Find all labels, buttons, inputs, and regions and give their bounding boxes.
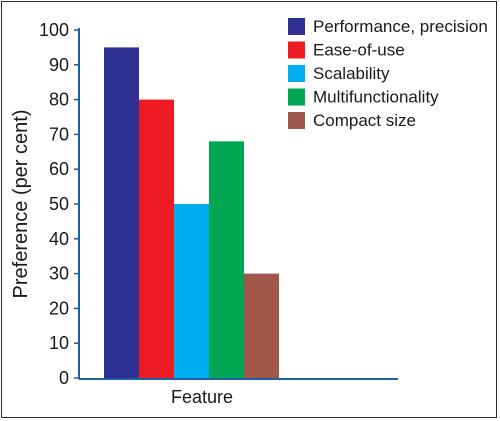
bar-scalability bbox=[174, 204, 209, 378]
legend-swatch bbox=[288, 88, 305, 106]
y-tick-label: 70 bbox=[49, 124, 69, 144]
bar-ease-of-use bbox=[139, 99, 174, 378]
legend-label: Compact size bbox=[313, 111, 416, 130]
y-tick-label: 40 bbox=[49, 229, 69, 249]
y-tick-label: 0 bbox=[59, 368, 69, 388]
y-tick-label: 60 bbox=[49, 159, 69, 179]
y-axis-ticks: 0 10 20 30 40 50 60 70 80 90 100 bbox=[39, 20, 79, 388]
y-tick-label: 20 bbox=[49, 298, 69, 318]
legend-swatch bbox=[288, 41, 305, 59]
legend-swatch bbox=[288, 112, 305, 129]
legend-label: Ease-of-use bbox=[313, 41, 405, 60]
legend-swatch bbox=[288, 18, 305, 35]
legend-label: Multifunctionality bbox=[313, 88, 439, 107]
legend-label: Scalability bbox=[313, 64, 390, 83]
y-tick-label: 90 bbox=[49, 55, 69, 75]
bar-performance-precision bbox=[104, 47, 139, 379]
x-axis-title: Feature bbox=[171, 387, 233, 407]
legend-swatch bbox=[288, 65, 305, 82]
y-tick-label: 80 bbox=[49, 90, 69, 110]
legend: Performance, precision Ease-of-use Scalabi… bbox=[288, 17, 488, 130]
y-axis-title: Preference (per cent) bbox=[10, 110, 32, 299]
y-tick-label: 10 bbox=[49, 333, 69, 353]
bar-compact-size bbox=[244, 273, 279, 378]
legend-label: Performance, precision bbox=[313, 17, 488, 36]
y-tick-label: 50 bbox=[49, 194, 69, 214]
bar-series bbox=[104, 47, 279, 379]
y-tick-label: 30 bbox=[49, 264, 69, 284]
y-tick-label: 100 bbox=[39, 20, 69, 40]
bar-multifunctionality bbox=[209, 141, 244, 378]
